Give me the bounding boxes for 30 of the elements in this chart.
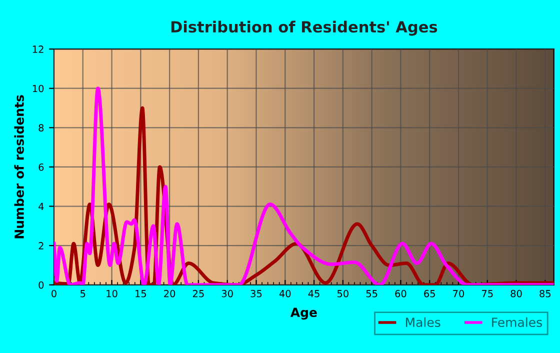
legend-label: Females — [492, 317, 542, 328]
x-tick-label: 0 — [52, 290, 56, 298]
chart-title: Distribution of Residents' Ages — [171, 20, 438, 36]
y-tick-label: 8 — [38, 124, 44, 132]
y-tick-label: 10 — [32, 84, 44, 92]
x-tick-label: 25 — [192, 290, 204, 298]
x-axis-title: Age — [290, 308, 317, 320]
x-tick-label: 55 — [366, 290, 378, 298]
y-axis-title: Number of residents — [14, 95, 24, 238]
y-tick-label: 12 — [32, 46, 44, 53]
x-tick-label: 45 — [308, 290, 320, 298]
y-tick-label: 2 — [38, 242, 44, 250]
legend-label: Males — [406, 317, 440, 328]
x-tick-label: 80 — [510, 290, 522, 298]
x-tick-label: 65 — [424, 290, 435, 298]
x-tick-label: 35 — [250, 290, 262, 298]
x-tick-label: 30 — [222, 290, 233, 298]
y-tick-label: 4 — [38, 202, 44, 210]
x-tick-label: 10 — [106, 290, 118, 298]
x-tick-label: 20 — [164, 290, 176, 298]
y-tick-label: 6 — [38, 163, 44, 171]
x-tick-label: 85 — [540, 290, 551, 298]
x-tick-label: 50 — [337, 290, 348, 298]
x-tick-label: 40 — [279, 290, 291, 298]
x-tick-label: 15 — [136, 290, 146, 298]
y-tick-label: 0 — [38, 281, 44, 289]
x-tick-label: 75 — [482, 290, 493, 298]
x-tick-label: 70 — [453, 290, 464, 298]
x-tick-label: 5 — [80, 290, 86, 298]
x-tick-label: 60 — [395, 290, 406, 298]
